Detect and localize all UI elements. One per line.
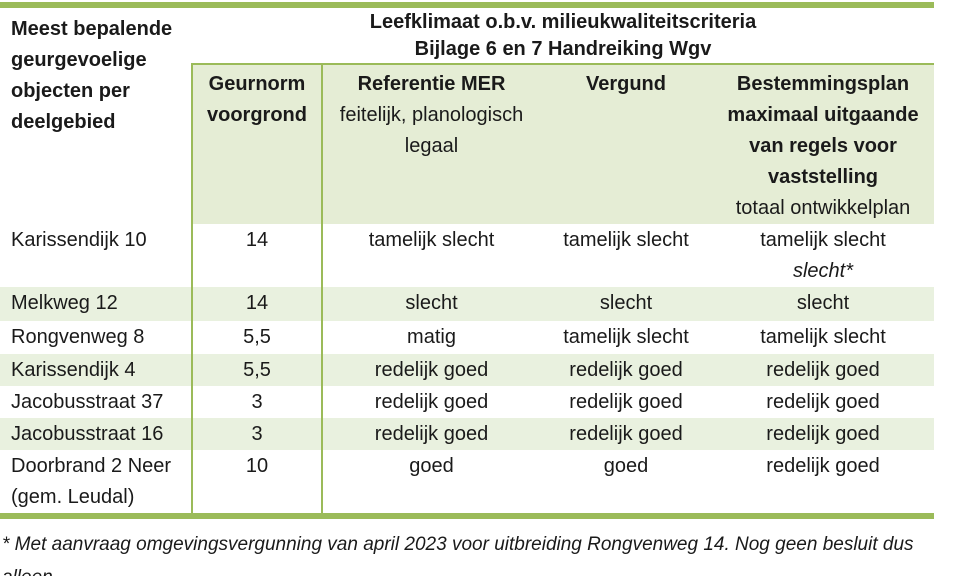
cell-bestemmingsplan: redelijk goed <box>766 455 880 477</box>
corner-header-cell: Meest bepalende geurgevoelige objecten p… <box>0 5 192 224</box>
column-title: Bestemmingsplan maximaal uitgaande van r… <box>727 73 919 188</box>
row-label: Karissendijk 4 <box>0 354 192 386</box>
cell-geurnorm: 5,5 <box>191 321 323 354</box>
column-subtitle: feitelijk, planologisch legaal <box>339 104 524 157</box>
cell-vergund: goed <box>603 455 649 477</box>
table-row: Jacobusstraat 16 3 redelijk goed redelij… <box>0 418 935 450</box>
table-row: Karissendijk 4 5,5 redelijk goed redelij… <box>0 354 935 386</box>
table-header-top-row: Meest bepalende geurgevoelige objecten p… <box>0 5 935 224</box>
cell-vergund: tamelijk slecht <box>563 229 689 251</box>
cell-geurnorm: 10 <box>191 450 323 516</box>
table-row: Rongvenweg 8 5,5 matig tamelijk slecht t… <box>0 321 934 354</box>
cell-bestemmingsplan: redelijk goed <box>712 418 935 450</box>
column-title: Vergund <box>585 73 666 95</box>
column-header-geurnorm: Geurnorm voorgrond <box>191 64 323 224</box>
column-header-row: Geurnorm voorgrond Referentie MER feitel… <box>0 64 935 224</box>
cell-referentie: redelijk goed <box>322 418 540 450</box>
table-row: Melkweg 12 14 slecht slecht slecht <box>0 287 935 321</box>
row-label: Rongvenweg 8 <box>11 326 145 348</box>
cell-vergund: slecht <box>540 287 712 321</box>
cell-vergund: redelijk goed <box>569 391 683 413</box>
cell-geurnorm: 5,5 <box>191 354 323 386</box>
table-row: Karissendijk 10 14 tamelijk slecht tamel… <box>0 224 934 287</box>
cell-bestemmingsplan: tamelijk slecht <box>760 326 886 348</box>
main-header-line1: Leefklimaat o.b.v. milieukwaliteitscrite… <box>369 11 757 33</box>
column-title: Referentie MER <box>357 73 506 95</box>
cell-bestemmingsplan: redelijk goed <box>766 391 880 413</box>
cell-geurnorm: 3 <box>191 418 323 450</box>
cell-referentie: slecht <box>322 287 540 321</box>
column-header-referentie-mer: Referentie MER feitelijk, planologisch l… <box>322 64 540 224</box>
cell-referentie: tamelijk slecht <box>368 229 495 251</box>
main-header-cell: Leefklimaat o.b.v. milieukwaliteitscrite… <box>192 5 935 65</box>
main-header-line2: Bijlage 6 en 7 Handreiking Wgv <box>414 38 712 60</box>
table-row: Jacobusstraat 37 3 redelijk goed redelij… <box>0 386 934 418</box>
footnote-text: * Met aanvraag omgevingsvergunning van a… <box>2 534 914 576</box>
row-label: Doorbrand 2 Neer (gem. Leudal) <box>11 455 172 508</box>
cell-vergund: tamelijk slecht <box>563 326 689 348</box>
cell-geurnorm: 14 <box>191 287 323 321</box>
cell-vergund: redelijk goed <box>540 418 712 450</box>
cell-bestemmingsplan-note: slecht* <box>792 260 854 282</box>
cell-referentie: redelijk goed <box>374 391 489 413</box>
cell-referentie: redelijk goed <box>322 354 540 386</box>
cell-geurnorm: 14 <box>191 224 323 287</box>
cell-vergund: redelijk goed <box>540 354 712 386</box>
cell-referentie: goed <box>409 455 454 477</box>
row-label: Karissendijk 10 <box>11 229 147 251</box>
table-row: Doorbrand 2 Neer (gem. Leudal) 10 goed g… <box>0 450 934 516</box>
cell-bestemmingsplan: redelijk goed <box>712 354 935 386</box>
leefklimaat-table: Meest bepalende geurgevoelige objecten p… <box>0 2 935 519</box>
column-title: Geurnorm voorgrond <box>207 73 307 126</box>
column-header-vergund: Vergund <box>540 64 712 224</box>
cell-bestemmingsplan: tamelijk slecht slecht* <box>712 224 934 287</box>
cell-geurnorm: 3 <box>191 386 323 418</box>
cell-bestemmingsplan: slecht <box>712 287 935 321</box>
row-label: Jacobusstraat 16 <box>0 418 192 450</box>
column-header-bestemmingsplan: Bestemmingsplan maximaal uitgaande van r… <box>712 64 935 224</box>
cell-referentie: matig <box>407 326 456 348</box>
column-subtitle: totaal ontwikkelplan <box>735 197 911 219</box>
cell-bestemmingsplan-value: tamelijk slecht <box>760 229 886 251</box>
row-label: Melkweg 12 <box>0 287 192 321</box>
row-label: Jacobusstraat 37 <box>11 391 164 413</box>
